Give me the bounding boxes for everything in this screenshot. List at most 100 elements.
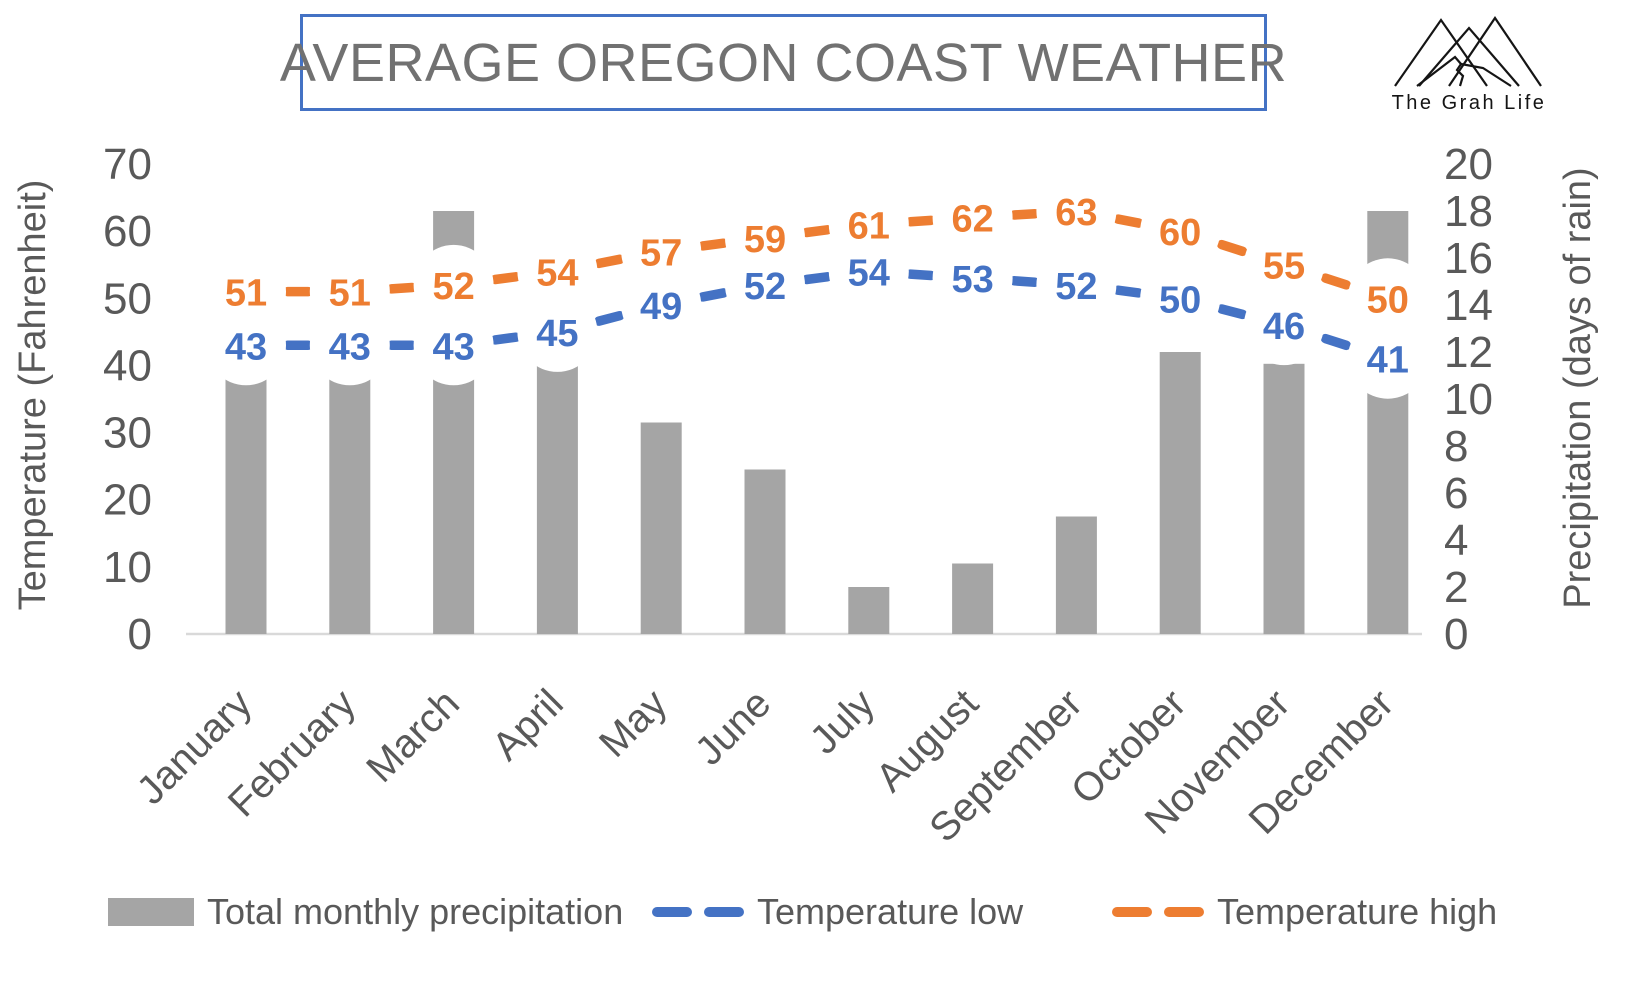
bar-april <box>536 363 578 635</box>
right-axis-tick: 16 <box>1444 234 1493 283</box>
legend-swatch-precipitation-bar <box>108 898 194 926</box>
month-label-march: March <box>358 681 468 791</box>
data-label-temperature-high: 55 <box>1263 246 1305 288</box>
data-label-temperature-low: 52 <box>1055 266 1097 308</box>
legend-swatch-temperature-high-dashes <box>1112 907 1204 917</box>
dash-segment <box>1113 214 1144 228</box>
data-label-temperature-low: 54 <box>848 252 890 294</box>
legend-label-temperature-high: Temperature high <box>1217 891 1498 932</box>
right-axis-tick: 2 <box>1444 563 1468 612</box>
label-halo <box>1244 285 1324 366</box>
orange-dash-icon <box>1112 907 1152 917</box>
dash-segment <box>801 272 833 285</box>
data-label-temperature-high: 52 <box>432 266 474 308</box>
label-halo <box>1036 171 1117 251</box>
dash-segment <box>1009 276 1040 287</box>
label-halo <box>309 251 390 332</box>
right-axis-tick: 20 <box>1444 140 1493 189</box>
brand-name: The Grah Life <box>1391 92 1547 114</box>
orange-dash-icon <box>1164 907 1204 917</box>
data-label-temperature-high: 54 <box>536 252 578 294</box>
dash-segment <box>490 332 521 345</box>
dash-segment <box>1320 273 1352 290</box>
legend-label-temperature-low: Temperature low <box>757 891 1024 932</box>
right-axis-tick: 18 <box>1444 187 1493 236</box>
label-halo <box>932 238 1013 319</box>
data-label-temperature-high: 63 <box>1055 192 1097 234</box>
data-label-temperature-high: 62 <box>951 199 993 241</box>
brand-logo: The Grah Life <box>1383 10 1555 128</box>
data-label-temperature-low: 49 <box>640 286 682 328</box>
dash-segment <box>1009 208 1040 220</box>
right-axis-title: Precipitation (days of rain) <box>1557 167 1599 608</box>
data-label-temperature-low: 43 <box>329 326 371 368</box>
label-halo <box>517 231 598 312</box>
data-label-temperature-low: 46 <box>1263 306 1305 348</box>
left-axis-tick: 30 <box>103 409 152 458</box>
legend-label-precipitation: Total monthly precipitation <box>207 891 624 932</box>
label-halo <box>621 211 702 292</box>
left-axis-tick: 70 <box>103 140 152 189</box>
bar-january <box>225 375 267 634</box>
dash-segment <box>905 269 936 281</box>
bar-august <box>952 563 994 634</box>
label-halo <box>828 184 909 265</box>
right-axis-tick: 12 <box>1444 328 1493 377</box>
month-label-july: July <box>802 681 883 762</box>
left-axis-tick: 60 <box>103 207 152 256</box>
label-halo <box>1347 318 1428 399</box>
left-axis-title: Temperature (Fahrenheit) <box>12 180 54 611</box>
right-axis-tick: 10 <box>1444 375 1493 424</box>
bar-october <box>1159 352 1201 634</box>
dash-segment <box>1113 285 1144 298</box>
left-axis-tick: 10 <box>103 543 152 592</box>
data-label-temperature-high: 51 <box>329 273 371 315</box>
legend-swatch-temperature-low-dashes <box>652 907 744 917</box>
data-label-temperature-high: 51 <box>225 273 267 315</box>
dash-segment <box>490 272 521 285</box>
dash-segment <box>905 215 936 227</box>
month-label-may: May <box>591 681 676 766</box>
left-axis-tick: 20 <box>103 476 152 525</box>
dash-segment <box>697 238 729 251</box>
bar-september <box>1055 516 1097 634</box>
left-axis-tick: 40 <box>103 341 152 390</box>
data-label-temperature-high: 59 <box>744 219 786 261</box>
data-label-temperature-low: 43 <box>432 326 474 368</box>
data-label-temperature-low: 43 <box>225 326 267 368</box>
label-halo <box>1347 258 1428 339</box>
chart-legend: Total monthly precipitation Temperature … <box>0 884 1633 944</box>
label-halo <box>1036 244 1117 325</box>
right-axis-tick: 0 <box>1444 610 1468 659</box>
blue-dash-icon <box>652 907 692 917</box>
bar-june <box>744 469 786 634</box>
blue-dash-icon <box>704 907 744 917</box>
dash-segment <box>1216 304 1248 320</box>
label-halo <box>206 251 286 332</box>
label-halo <box>932 177 1013 258</box>
data-label-temperature-low: 45 <box>536 313 578 355</box>
bar-july <box>848 587 890 634</box>
data-label-temperature-high: 50 <box>1367 279 1409 321</box>
dash-segment <box>801 225 833 238</box>
label-halo <box>725 197 805 278</box>
data-label-temperature-low: 41 <box>1367 340 1409 382</box>
left-axis-tick: 0 <box>128 610 152 659</box>
month-label-april: April <box>484 681 572 769</box>
mountains-logo-icon <box>1394 16 1542 87</box>
data-label-temperature-high: 60 <box>1159 212 1201 254</box>
right-axis-tick: 6 <box>1444 469 1468 518</box>
dash-segment <box>1320 333 1352 351</box>
label-halo <box>413 244 494 325</box>
bar-february <box>329 375 371 634</box>
label-halo <box>1244 224 1324 305</box>
label-halo <box>1140 258 1221 339</box>
legend-item-temperature-high: Temperature high <box>1112 884 1497 940</box>
data-label-temperature-low: 52 <box>744 266 786 308</box>
data-label-temperature-low: 53 <box>951 259 993 301</box>
data-label-temperature-high: 61 <box>848 205 890 247</box>
dash-segment <box>386 282 417 294</box>
data-label-temperature-low: 50 <box>1159 279 1201 321</box>
